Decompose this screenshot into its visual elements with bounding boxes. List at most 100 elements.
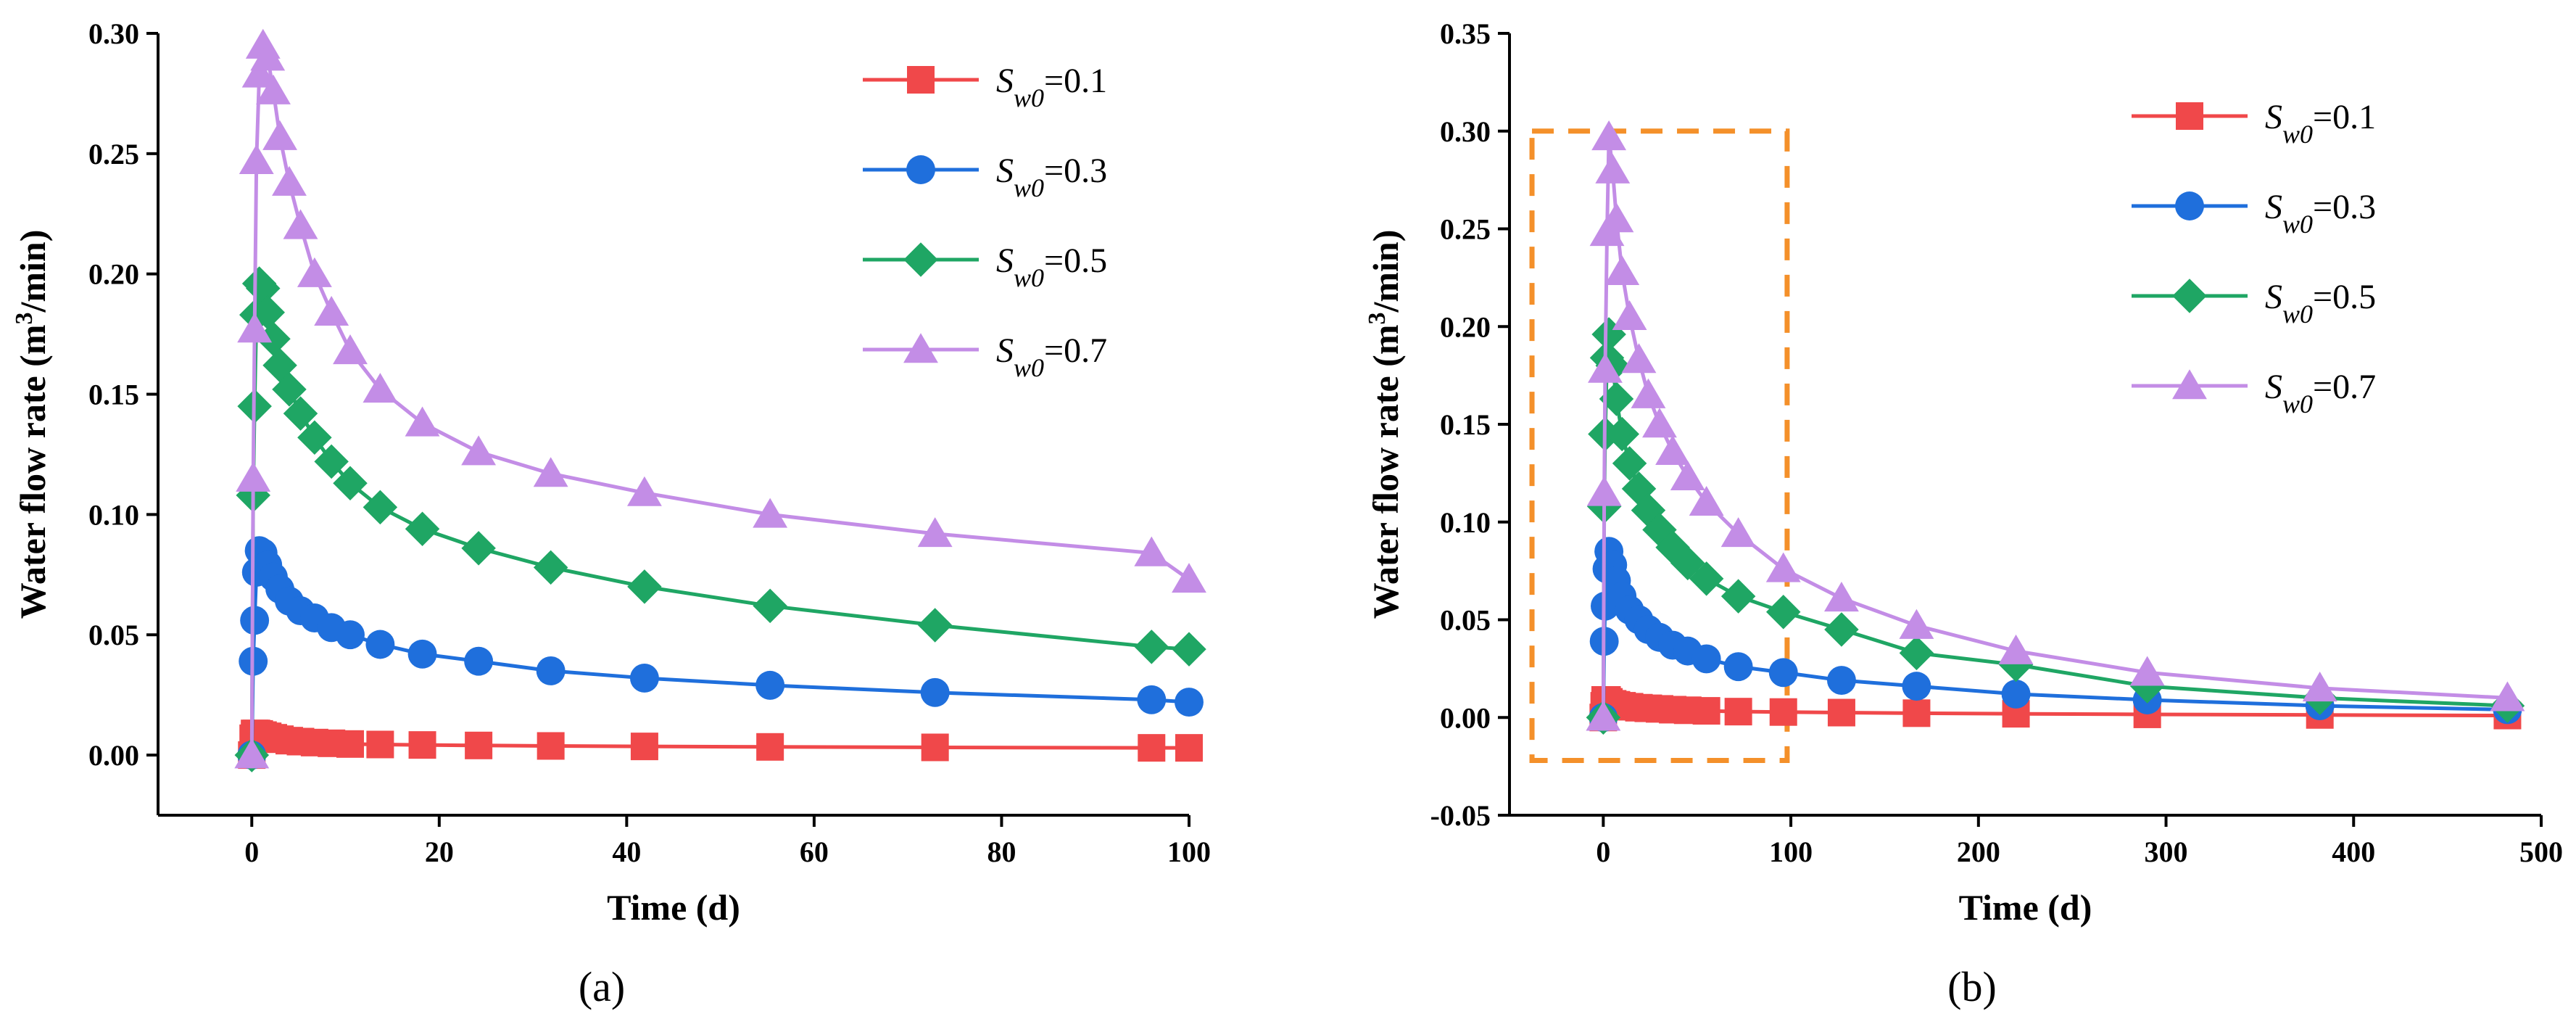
data-point xyxy=(336,620,365,650)
data-point xyxy=(366,730,394,759)
legend-label-subscript: w0 xyxy=(2282,300,2313,329)
data-point xyxy=(1175,688,1204,717)
data-point xyxy=(333,334,368,365)
x-tick-label: 100 xyxy=(1769,836,1813,868)
x-tick-label: 80 xyxy=(987,836,1016,868)
data-point xyxy=(239,144,274,175)
data-point xyxy=(1599,381,1634,416)
data-point xyxy=(1595,153,1631,183)
legend: Sw0 =0.1 Sw0=0.3 Sw0=0.5 Sw0=0.7 xyxy=(2132,98,2376,418)
data-point xyxy=(283,209,318,239)
y-axis-title-main: Water flow rate (m xyxy=(12,325,53,619)
data-point xyxy=(1134,630,1169,664)
legend-label-symbol: S xyxy=(996,242,1014,280)
legend-label-subscript: w0 xyxy=(1014,83,1044,112)
data-point xyxy=(405,406,440,437)
data-point xyxy=(1642,408,1677,438)
y-axis-title-main: Water flow rate (m xyxy=(1365,325,1406,619)
data-point xyxy=(1591,120,1627,151)
legend-marker xyxy=(2172,279,2207,313)
x-tick-label: 200 xyxy=(1957,836,2000,868)
data-point xyxy=(1612,446,1647,481)
data-point xyxy=(464,646,494,676)
data-point xyxy=(1765,552,1801,582)
data-point xyxy=(755,670,785,700)
data-point xyxy=(1899,635,1934,671)
series-0-1 xyxy=(238,719,1203,770)
data-point xyxy=(1172,563,1206,593)
y-tick-label: 0.25 xyxy=(1440,213,1491,246)
data-point xyxy=(314,295,349,326)
data-point xyxy=(1723,652,1753,682)
legend-label-symbol: S xyxy=(996,152,1014,190)
data-point xyxy=(283,396,318,431)
data-point xyxy=(1586,701,1621,731)
y-tick-label: 0.00 xyxy=(1440,701,1491,734)
legend-label-subscript: w0 xyxy=(1014,353,1044,382)
legend-label-value: =0.7 xyxy=(1044,331,1107,370)
data-point xyxy=(365,630,395,659)
legend-label-symbol: S xyxy=(2265,98,2282,136)
data-point xyxy=(2490,681,2525,712)
data-point xyxy=(1631,378,1666,408)
data-point xyxy=(1692,697,1720,725)
data-point xyxy=(240,606,270,635)
data-point xyxy=(272,372,307,407)
legend-label: Sw0=0.5 xyxy=(996,242,1107,292)
y-axis-title-end: /min) xyxy=(1365,230,1406,313)
data-point xyxy=(630,733,658,761)
data-point xyxy=(921,733,949,762)
series-0-3 xyxy=(237,536,1204,770)
series-0-1 xyxy=(1589,685,2522,732)
data-point xyxy=(2129,656,2165,686)
data-point xyxy=(314,444,349,479)
y-axis-title-end: /min) xyxy=(12,230,53,313)
legend-label-symbol: S xyxy=(2265,278,2282,316)
series-0-7 xyxy=(1586,120,2525,731)
data-point xyxy=(917,608,953,643)
data-point xyxy=(537,732,565,760)
y-tick-label: 0.25 xyxy=(88,138,139,170)
legend-label-subscript: w0 xyxy=(2282,210,2313,239)
x-tick-label: 500 xyxy=(2519,836,2563,868)
x-tick-label: 20 xyxy=(425,836,454,868)
y-axis-title-sup: 3 xyxy=(11,313,38,325)
y-tick-label: 0.10 xyxy=(1440,506,1491,539)
data-point xyxy=(1588,352,1623,383)
x-axis-title: Time (d) xyxy=(607,887,740,928)
data-point xyxy=(1138,734,1166,762)
data-point xyxy=(626,476,662,506)
data-point xyxy=(405,511,440,547)
data-point xyxy=(333,466,368,501)
y-axis-title: Water flow rate (m3/min) xyxy=(1364,230,1407,619)
y-tick-label: 0.20 xyxy=(88,258,139,291)
data-point xyxy=(920,677,950,707)
data-point xyxy=(1899,609,1934,639)
legend-label-value: =0.1 xyxy=(2313,98,2376,136)
data-point xyxy=(256,74,291,104)
data-point xyxy=(297,420,332,455)
data-point xyxy=(363,373,398,403)
y-tick-label: 0.15 xyxy=(88,379,139,411)
legend-marker xyxy=(2172,369,2207,400)
data-point xyxy=(756,733,784,761)
data-point xyxy=(1902,699,1931,727)
legend-label-subscript: w0 xyxy=(2282,389,2313,418)
series-line xyxy=(249,548,1190,756)
data-point xyxy=(1827,698,1855,727)
data-point xyxy=(1612,300,1647,331)
data-point xyxy=(262,347,297,383)
legend-label-symbol: S xyxy=(996,62,1014,100)
legend-label: Sw0=0.3 xyxy=(2265,188,2376,239)
chart-panel-a: 0 20 40 60 80 100 0.00 0.05 0.10 0.15 0.20 0.25 0.30… xyxy=(11,17,1212,1010)
legend-label: Sw0=0.7 xyxy=(2265,368,2376,418)
data-point xyxy=(1599,202,1634,233)
panel-label: (a) xyxy=(579,963,625,1010)
legend-label: Sw0=0.5 xyxy=(2265,278,2376,329)
data-point xyxy=(2302,672,2337,702)
legend-marker xyxy=(907,66,935,94)
data-point xyxy=(627,569,662,604)
y-tick-label: 0.05 xyxy=(88,619,139,651)
legend-marker xyxy=(903,333,938,363)
data-point xyxy=(1621,343,1657,374)
